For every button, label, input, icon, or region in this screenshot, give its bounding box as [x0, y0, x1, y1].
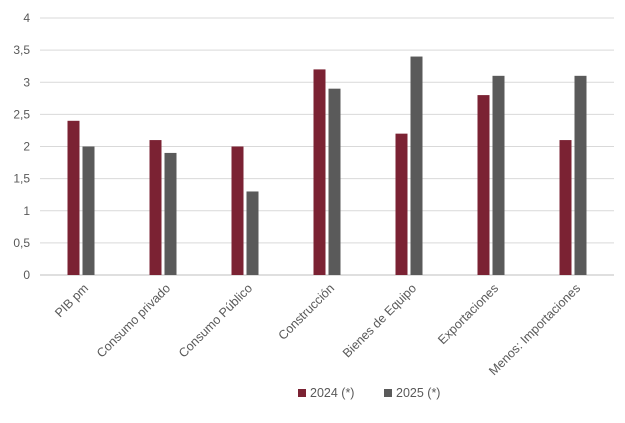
x-tick-label: Bienes de Equipo	[340, 281, 419, 360]
y-tick-label: 0	[23, 268, 30, 282]
bar-2025	[164, 152, 177, 275]
bar-2024	[231, 146, 244, 275]
y-tick-label: 1	[23, 204, 30, 218]
x-tick-label: Construcción	[276, 281, 338, 343]
x-tick-label: Consumo privado	[94, 281, 173, 360]
y-axis-ticks: 0 0,5 1 1,5 2 2,5 3 3,5 4	[13, 11, 30, 282]
bar-2025	[328, 88, 341, 275]
y-tick-label: 1,5	[13, 172, 30, 186]
bar-2024	[477, 95, 490, 275]
y-tick-label: 0,5	[13, 236, 30, 250]
bar-2024	[67, 120, 80, 275]
x-axis-ticks: PIB pm Consumo privado Consumo Público Cons…	[52, 281, 583, 378]
y-tick-label: 3,5	[13, 43, 30, 57]
legend: 2024 (*) 2025 (*)	[298, 386, 440, 400]
bar-2025	[82, 146, 95, 275]
legend-swatch	[298, 389, 306, 397]
x-tick-label: Consumo Público	[176, 281, 255, 360]
bar-2024	[149, 140, 162, 275]
legend-label: 2025 (*)	[396, 386, 440, 400]
legend-swatch	[384, 389, 392, 397]
legend-label: 2024 (*)	[310, 386, 354, 400]
bar-2024	[559, 140, 572, 275]
y-tick-label: 4	[23, 11, 30, 25]
y-tick-label: 3	[23, 75, 30, 89]
bar-2024	[313, 69, 326, 276]
x-tick-label: PIB pm	[52, 281, 91, 320]
y-tick-label: 2	[23, 140, 30, 154]
gridlines	[40, 17, 614, 276]
x-tick-label: Exportaciones	[435, 281, 501, 347]
bar-2025	[574, 75, 587, 275]
bar-2024	[395, 133, 408, 275]
bar-2025	[410, 56, 423, 275]
bar-2025	[492, 75, 505, 275]
x-tick-label: Menos: Importaciones	[486, 281, 583, 378]
bar-2025	[246, 191, 259, 275]
bars	[67, 56, 587, 276]
y-tick-label: 2,5	[13, 107, 30, 121]
